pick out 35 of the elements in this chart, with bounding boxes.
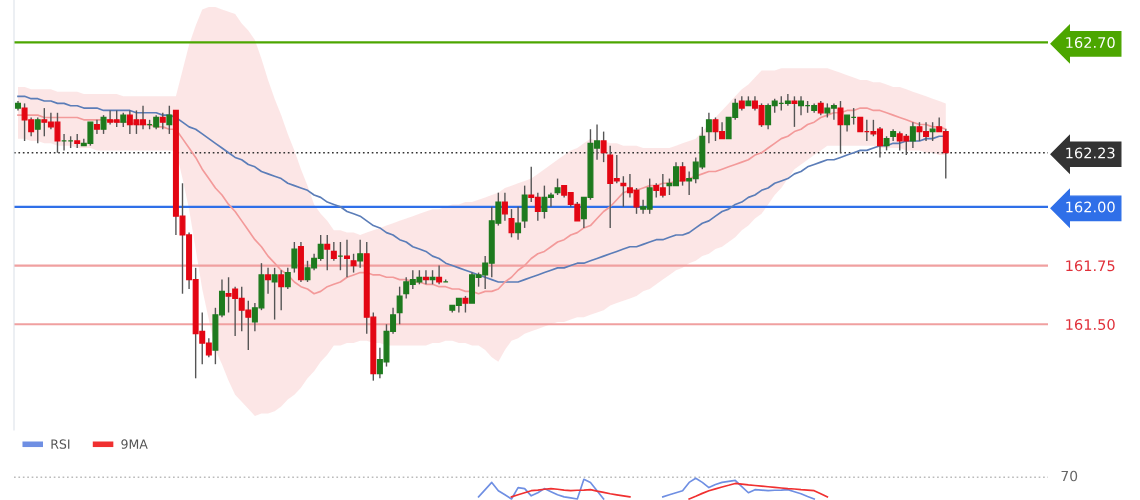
- candlestick: [344, 238, 350, 278]
- candlestick: [34, 116, 41, 145]
- candlestick: [679, 161, 686, 187]
- candlestick: [396, 285, 403, 325]
- candlestick: [929, 121, 936, 142]
- candlestick: [422, 269, 429, 286]
- y-tick-label: 162.00: [1066, 201, 1115, 213]
- candlestick: [291, 241, 298, 274]
- candlestick: [357, 238, 364, 269]
- candlestick: [705, 112, 712, 145]
- text: 70: [1061, 470, 1078, 482]
- candlestick: [436, 264, 443, 286]
- candlestick: [508, 208, 515, 239]
- candlestick: [909, 121, 916, 149]
- candlestick: [600, 130, 607, 163]
- candlestick: [501, 191, 508, 222]
- y-tick-label: 162.23: [1066, 147, 1115, 159]
- candlestick: [265, 267, 272, 295]
- legend-label: RSI: [51, 439, 70, 449]
- candlestick: [271, 267, 278, 321]
- candlestick: [324, 234, 331, 271]
- y-tick-label: 161.75: [1066, 260, 1115, 272]
- candlestick: [330, 241, 337, 262]
- candlestick: [515, 206, 522, 241]
- candlestick: [284, 267, 291, 290]
- candlestick: [791, 95, 798, 128]
- candlestick: [837, 100, 844, 154]
- y-tick-label: 161.50: [1066, 318, 1115, 331]
- candlestick: [278, 269, 285, 311]
- legend-label: 9MA: [121, 439, 148, 449]
- candlestick: [100, 114, 107, 135]
- candlestick: [350, 253, 357, 274]
- y-tick-label: 162.70: [1066, 37, 1115, 49]
- candlestick: [166, 105, 173, 135]
- candlestick: [620, 175, 627, 208]
